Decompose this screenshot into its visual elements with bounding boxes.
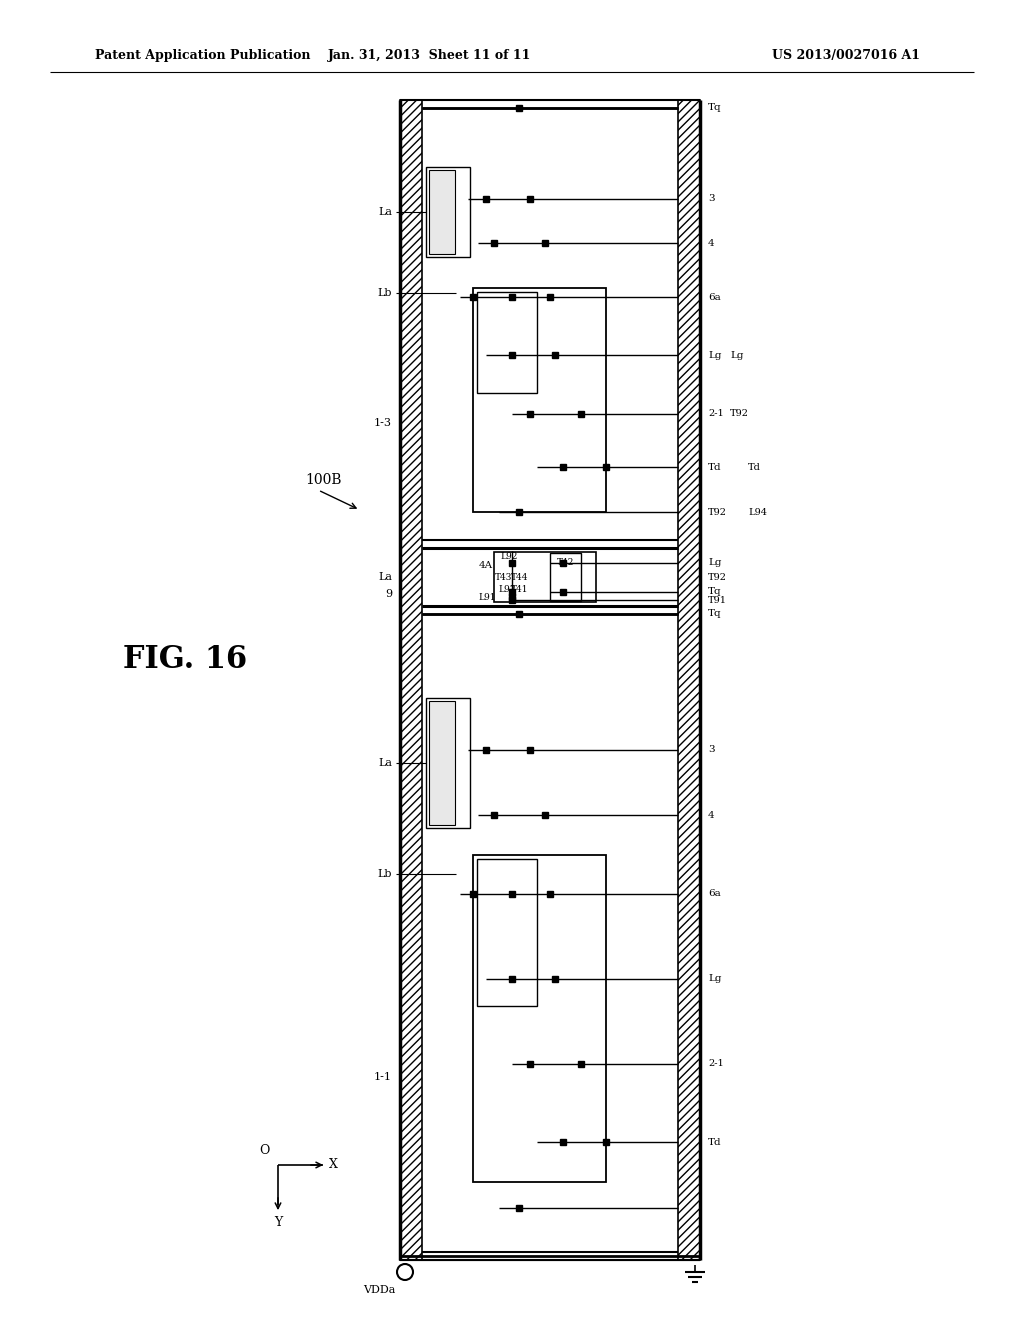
Text: Td: Td — [708, 463, 722, 471]
Circle shape — [397, 1265, 413, 1280]
Bar — [429, 701, 455, 825]
Text: 6a: 6a — [708, 293, 721, 302]
Text: Tq: Tq — [708, 103, 722, 112]
Bar — [400, 100, 422, 1261]
Text: Tq: Tq — [708, 587, 722, 597]
Text: L91: L91 — [478, 593, 496, 602]
Text: US 2013/0027016 A1: US 2013/0027016 A1 — [772, 49, 920, 62]
Bar — [426, 697, 470, 829]
Text: Jan. 31, 2013  Sheet 11 of 11: Jan. 31, 2013 Sheet 11 of 11 — [329, 49, 531, 62]
Text: 9: 9 — [385, 590, 392, 599]
Bar — [494, 552, 596, 602]
Text: Lg: Lg — [730, 351, 743, 360]
Bar — [477, 292, 538, 393]
Text: La: La — [378, 758, 392, 768]
Bar — [477, 858, 538, 1006]
Bar — [678, 100, 700, 1261]
Text: 4: 4 — [708, 810, 715, 820]
Text: VDDa: VDDa — [362, 1284, 395, 1295]
Text: FIG. 16: FIG. 16 — [123, 644, 247, 676]
Bar — [429, 170, 455, 253]
Text: 3: 3 — [708, 194, 715, 203]
Text: T92: T92 — [730, 409, 749, 418]
Text: L92: L92 — [501, 552, 518, 561]
Text: 4: 4 — [708, 239, 715, 248]
Text: Td: Td — [748, 463, 761, 471]
Text: Y: Y — [273, 1217, 283, 1229]
Text: 4A: 4A — [478, 561, 493, 570]
Text: 2-1: 2-1 — [708, 409, 724, 418]
Text: O: O — [260, 1144, 270, 1158]
Text: Lg: Lg — [708, 974, 722, 983]
Text: T44: T44 — [511, 573, 528, 582]
Text: Lg: Lg — [708, 351, 722, 360]
Text: 6a: 6a — [708, 890, 721, 898]
Text: 2-1: 2-1 — [708, 1059, 724, 1068]
Bar — [473, 288, 606, 512]
Text: 100B: 100B — [305, 473, 341, 487]
Text: Td: Td — [708, 1138, 722, 1147]
Text: T43: T43 — [496, 573, 513, 582]
Text: 1-1: 1-1 — [374, 1072, 392, 1082]
Text: T42: T42 — [557, 558, 574, 568]
Bar — [550, 553, 581, 601]
Text: Tq: Tq — [708, 610, 722, 619]
Text: La: La — [378, 572, 392, 582]
Text: L93: L93 — [499, 585, 516, 594]
Text: T41: T41 — [511, 585, 528, 594]
Text: L94: L94 — [748, 508, 767, 516]
Text: Lb: Lb — [378, 869, 392, 879]
Text: Patent Application Publication: Patent Application Publication — [95, 49, 310, 62]
Text: Lg: Lg — [708, 558, 722, 568]
Bar — [473, 854, 606, 1181]
Text: T92: T92 — [708, 508, 727, 516]
Text: 3: 3 — [708, 746, 715, 755]
Text: Lb: Lb — [378, 288, 392, 297]
Text: T92: T92 — [708, 573, 727, 582]
Text: T91: T91 — [708, 595, 727, 605]
Text: X: X — [329, 1159, 338, 1172]
Text: 1-3: 1-3 — [374, 417, 392, 428]
Bar — [426, 168, 470, 257]
Text: La: La — [378, 207, 392, 216]
